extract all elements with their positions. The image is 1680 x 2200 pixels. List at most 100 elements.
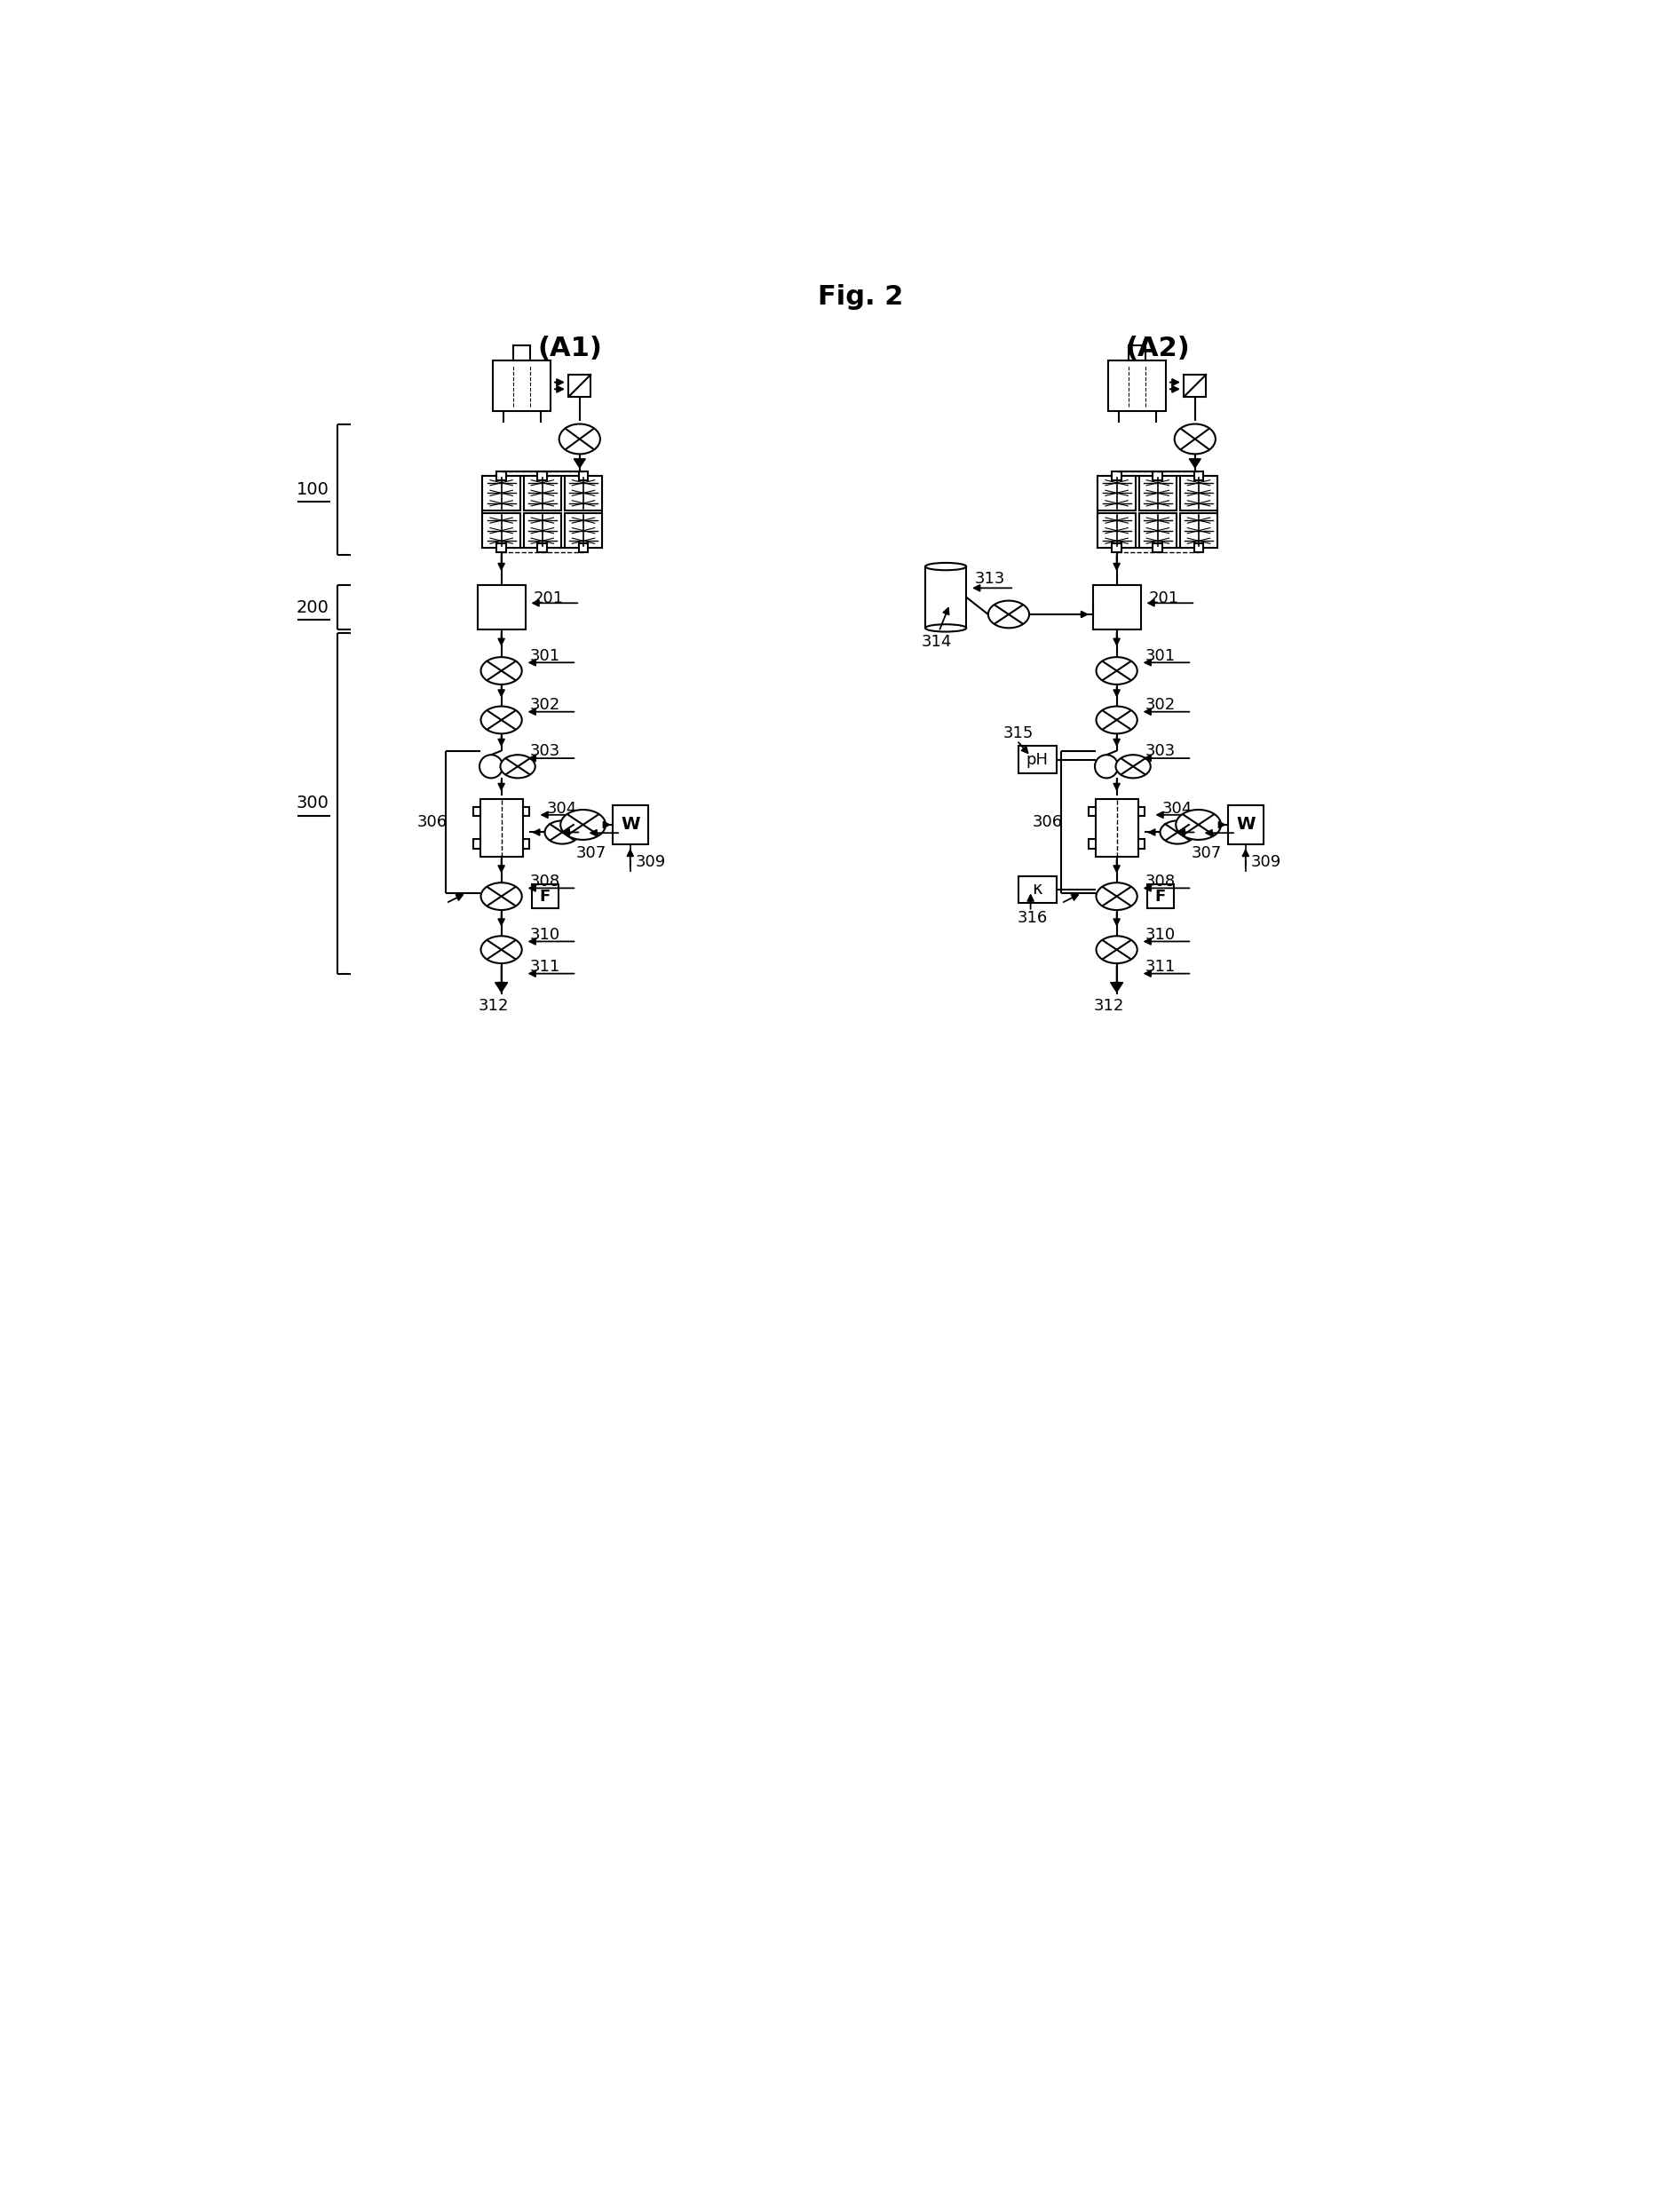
Text: 314: 314 <box>922 634 953 649</box>
Text: 301: 301 <box>1146 647 1176 664</box>
Bar <box>497 543 506 552</box>
Bar <box>514 345 531 361</box>
Text: 304: 304 <box>546 801 576 816</box>
Bar <box>497 471 506 482</box>
Bar <box>564 513 601 548</box>
Bar <box>1179 475 1218 510</box>
Bar <box>1137 838 1144 849</box>
Text: 309: 309 <box>635 854 667 869</box>
Text: 315: 315 <box>1003 726 1033 741</box>
Text: 312: 312 <box>477 999 509 1014</box>
Bar <box>1129 345 1146 361</box>
Bar <box>538 543 548 552</box>
Polygon shape <box>1189 460 1201 469</box>
Ellipse shape <box>926 563 966 570</box>
Text: 312: 312 <box>1094 999 1124 1014</box>
Text: 300: 300 <box>296 794 329 812</box>
Bar <box>482 513 521 548</box>
Bar <box>1184 374 1206 396</box>
Bar <box>1139 513 1176 548</box>
Bar <box>1228 805 1263 845</box>
Bar <box>564 475 601 510</box>
Ellipse shape <box>1116 755 1151 779</box>
Text: 316: 316 <box>1016 911 1047 926</box>
Bar <box>522 807 529 816</box>
Bar <box>1112 543 1122 552</box>
Bar <box>1152 471 1163 482</box>
Bar <box>474 807 480 816</box>
Text: 306: 306 <box>1033 814 1063 829</box>
Text: 301: 301 <box>531 647 561 664</box>
Ellipse shape <box>1176 810 1221 840</box>
Text: pH: pH <box>1026 752 1048 768</box>
Polygon shape <box>575 460 585 469</box>
Ellipse shape <box>1095 882 1137 911</box>
Bar <box>482 475 521 510</box>
Bar <box>480 799 522 856</box>
Bar <box>613 805 648 845</box>
Ellipse shape <box>1095 658 1137 684</box>
Text: W: W <box>1236 816 1255 834</box>
Bar <box>578 471 588 482</box>
Text: 307: 307 <box>576 845 606 862</box>
Text: 311: 311 <box>531 959 561 975</box>
Bar <box>1018 876 1057 904</box>
Bar <box>524 513 561 548</box>
Ellipse shape <box>1161 821 1194 845</box>
Ellipse shape <box>1095 706 1137 733</box>
Text: F: F <box>539 889 551 904</box>
Ellipse shape <box>480 658 522 684</box>
Text: 304: 304 <box>1163 801 1193 816</box>
Text: 100: 100 <box>296 482 329 497</box>
Bar <box>1139 475 1176 510</box>
Bar <box>1099 475 1136 510</box>
Bar <box>1112 471 1122 482</box>
Text: 309: 309 <box>1252 854 1282 869</box>
Text: F: F <box>1156 889 1166 904</box>
Bar <box>1194 471 1203 482</box>
Ellipse shape <box>1174 425 1216 453</box>
Text: 307: 307 <box>1191 845 1221 862</box>
Text: 310: 310 <box>1146 926 1176 942</box>
Ellipse shape <box>926 625 966 631</box>
Bar <box>538 471 548 482</box>
Bar <box>1089 807 1095 816</box>
Bar <box>1179 513 1218 548</box>
Text: W: W <box>620 816 640 834</box>
Text: 308: 308 <box>531 873 561 889</box>
Bar <box>524 475 561 510</box>
Text: 311: 311 <box>1146 959 1176 975</box>
Bar <box>477 585 526 629</box>
Text: 200: 200 <box>296 598 329 616</box>
Ellipse shape <box>561 810 605 840</box>
Ellipse shape <box>480 706 522 733</box>
Text: 303: 303 <box>531 744 561 759</box>
Bar <box>1099 513 1136 548</box>
Bar <box>533 884 558 909</box>
Text: 305: 305 <box>1163 823 1193 838</box>
Ellipse shape <box>480 882 522 911</box>
Polygon shape <box>1110 983 1122 992</box>
Bar <box>1109 361 1166 411</box>
Ellipse shape <box>501 755 536 779</box>
Bar <box>522 838 529 849</box>
Text: (A1): (A1) <box>538 334 601 361</box>
Bar <box>1095 799 1137 856</box>
Ellipse shape <box>988 601 1030 627</box>
Bar <box>474 838 480 849</box>
Ellipse shape <box>1095 935 1137 964</box>
Bar <box>1099 475 1218 548</box>
Text: 306: 306 <box>417 814 447 829</box>
Text: 310: 310 <box>531 926 561 942</box>
Bar <box>1089 838 1095 849</box>
Polygon shape <box>496 983 507 992</box>
Circle shape <box>479 755 502 779</box>
Bar <box>1152 543 1163 552</box>
Ellipse shape <box>559 425 600 453</box>
Text: 201: 201 <box>534 590 564 607</box>
Text: 308: 308 <box>1146 873 1176 889</box>
Text: 302: 302 <box>531 697 561 713</box>
Text: 303: 303 <box>1146 744 1176 759</box>
Bar <box>570 374 591 396</box>
Bar <box>1194 543 1203 552</box>
